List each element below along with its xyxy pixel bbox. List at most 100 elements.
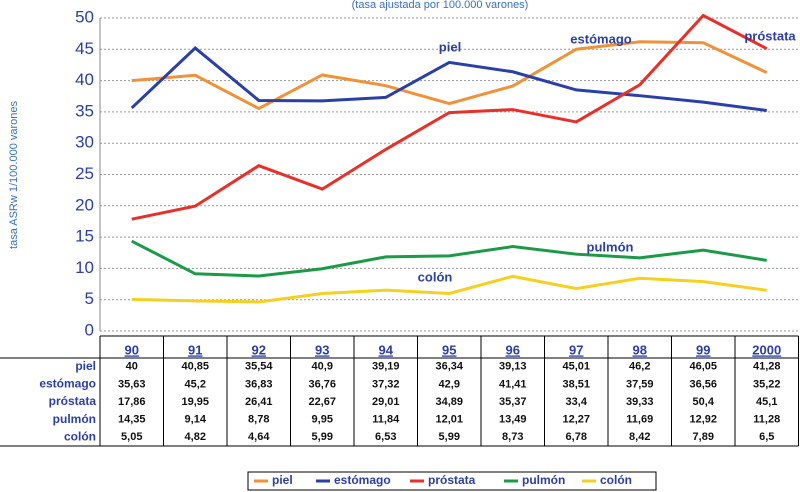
y-tick-label: 40 [75,70,94,89]
series-annotation: pulmón [587,239,634,254]
series-line [131,40,768,111]
x-tick-label: 97 [569,342,583,357]
table-cell: 42,9 [439,378,460,390]
table-cell: 40,9 [312,361,333,373]
table-cell: 35,54 [245,361,273,373]
row-label: colón [64,429,96,443]
table-cell: 13,49 [499,414,527,426]
table-cell: 11,84 [372,414,400,426]
table-cell: 37,32 [372,378,400,390]
legend-box [247,471,657,491]
row-label: próstata [49,394,97,408]
table-cell: 12,92 [689,414,717,426]
table-cell: 12,27 [562,414,590,426]
table-cell: 11,28 [753,414,780,426]
table-cell: 7,89 [693,431,714,443]
table-cell: 46,2 [629,361,650,373]
series-line [130,46,767,113]
series-line [131,274,767,304]
table-cell: 14,35 [118,414,146,426]
x-tick-label: 90 [125,342,139,357]
table-cell: 19,95 [181,396,209,408]
table-cell: 4,82 [185,431,206,443]
table-cell: 39,19 [372,361,400,373]
series-annotation: estómago [570,31,631,46]
table-cell: 9,14 [185,414,207,426]
table-cell: 45,01 [562,361,590,373]
table-cell: 38,51 [562,378,590,390]
table-cell: 50,4 [693,396,715,408]
y-tick-label: 30 [75,133,94,152]
y-tick-label: 10 [75,258,94,277]
x-tick-label: 99 [696,342,710,357]
table-cell: 8,42 [629,431,650,443]
table-cell: 35,37 [499,396,527,408]
table-cell: 26,41 [245,396,273,408]
table-cell: 22,67 [308,396,336,408]
x-tick-label: 95 [442,342,456,357]
y-tick-label: 35 [75,101,94,120]
table-cell: 5,99 [439,431,460,443]
table-cell: 39,13 [499,361,527,373]
table-cell: 37,59 [626,378,654,390]
x-tick-label: 91 [188,342,202,357]
table-cell: 40 [126,361,138,373]
x-tick-label: 2000 [752,342,781,357]
table-cell: 6,5 [759,431,774,443]
table-cell: 6,78 [566,431,587,443]
legend-label: piel [272,473,293,487]
table-cell: 12,01 [435,414,463,426]
table-cell: 4,64 [248,431,270,443]
y-tick-label: 50 [75,7,94,26]
legend-label: colón [600,473,632,487]
x-tick-label: 98 [633,342,647,357]
x-tick-label: 94 [379,342,394,357]
y-tick-label: 5 [85,289,94,308]
x-tick-label: 93 [315,342,329,357]
x-tick-label: 96 [506,342,520,357]
y-tick-label: 0 [85,320,94,339]
table-cell: 35,22 [753,378,781,390]
table-cell: 8,73 [502,431,523,443]
legend-label: estómago [334,473,391,487]
table-cell: 41,28 [753,361,781,373]
series-annotation: piel [439,39,461,54]
series-line [131,239,767,278]
table-cell: 9,95 [312,414,333,426]
row-label: estómago [39,377,96,391]
table-cell: 36,34 [435,361,463,373]
y-tick-label: 20 [75,195,94,214]
x-tick-label: 92 [252,342,266,357]
legend-label: próstata [428,473,476,487]
table-cell: 17,86 [118,396,146,408]
table-cell: 45,2 [185,378,206,390]
row-label: pulmón [53,412,96,426]
table-cell: 29,01 [372,396,400,408]
table-cell: 36,83 [245,378,273,390]
table-cell: 36,76 [308,378,336,390]
table-cell: 45,1 [756,396,777,408]
row-label: piel [75,359,96,373]
chart-subtitle: (tasa ajustada por 100.000 varones) [352,0,529,11]
table-cell: 41,41 [499,378,527,390]
y-tick-label: 45 [75,39,94,58]
table-cell: 33,4 [566,396,588,408]
table-cell: 39,33 [626,396,654,408]
table-cell: 5,05 [121,431,142,443]
table-cell: 11,69 [626,414,653,426]
series-annotation: próstata [744,28,796,43]
table-cell: 40,85 [181,361,209,373]
table-cell: 8,78 [248,414,269,426]
series-line [131,13,768,221]
table-cell: 36,56 [689,378,717,390]
table-cell: 46,05 [689,361,717,373]
series-annotation: colón [418,269,453,284]
y-axis-label: tasa ASRw 1/100.000 varones [8,101,20,249]
y-tick-label: 25 [75,164,94,183]
legend-label: pulmón [522,473,565,487]
y-tick-label: 15 [75,227,94,246]
table-cell: 34,89 [435,396,463,408]
table-cell: 6,53 [375,431,396,443]
table-cell: 5,99 [312,431,333,443]
